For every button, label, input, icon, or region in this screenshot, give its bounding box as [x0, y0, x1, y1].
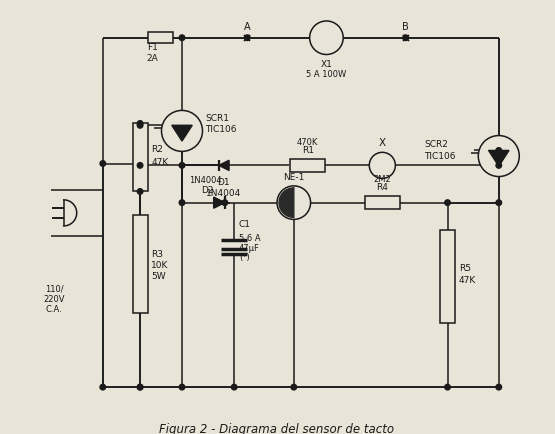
Text: 47K: 47K [152, 158, 169, 167]
Circle shape [277, 186, 311, 220]
Text: SCR2: SCR2 [424, 140, 448, 149]
Text: TIC106: TIC106 [205, 125, 237, 135]
Circle shape [179, 163, 185, 168]
Circle shape [137, 122, 143, 128]
Circle shape [445, 385, 450, 390]
Text: 47μF: 47μF [239, 244, 260, 253]
Text: R3: R3 [152, 250, 163, 259]
Bar [148, 32, 173, 43]
Text: R4: R4 [376, 184, 388, 192]
Text: R1: R1 [302, 146, 314, 155]
Circle shape [231, 385, 237, 390]
Circle shape [496, 163, 502, 168]
Polygon shape [488, 151, 509, 166]
Circle shape [179, 200, 185, 205]
Circle shape [100, 385, 105, 390]
Text: 470K: 470K [297, 138, 319, 147]
Circle shape [496, 200, 502, 205]
Text: D1: D1 [218, 178, 230, 187]
Circle shape [137, 385, 143, 390]
Bar [290, 159, 325, 172]
Text: F1: F1 [147, 43, 158, 53]
Text: 47K: 47K [459, 276, 476, 286]
Text: A: A [244, 22, 250, 32]
Text: C1: C1 [239, 220, 251, 229]
Circle shape [291, 385, 296, 390]
Text: X1: X1 [320, 60, 332, 69]
Text: 10K: 10K [152, 261, 169, 270]
Circle shape [162, 110, 203, 151]
Circle shape [403, 35, 408, 40]
Text: 110/
220V
C.A.: 110/ 220V C.A. [44, 285, 65, 314]
Circle shape [369, 152, 395, 178]
Bar [365, 196, 400, 209]
Circle shape [137, 385, 143, 390]
Text: D2: D2 [201, 186, 214, 195]
Circle shape [478, 135, 519, 177]
Circle shape [137, 189, 143, 194]
Text: B: B [402, 22, 409, 32]
Circle shape [445, 200, 450, 205]
Text: 2M2: 2M2 [374, 175, 391, 184]
Text: SCR1: SCR1 [205, 114, 229, 123]
Text: 1N4004: 1N4004 [189, 176, 221, 185]
Text: X: X [379, 138, 386, 148]
Circle shape [496, 385, 502, 390]
Circle shape [496, 148, 502, 153]
Bar [440, 230, 455, 323]
Text: 5,6 A: 5,6 A [239, 234, 260, 243]
Circle shape [100, 161, 105, 166]
Text: TIC106: TIC106 [424, 151, 456, 161]
Text: 5W: 5W [152, 272, 166, 281]
Text: NE-1: NE-1 [283, 173, 305, 182]
Text: (*): (*) [239, 253, 250, 262]
Bar [133, 123, 148, 191]
Polygon shape [171, 125, 192, 141]
Circle shape [179, 385, 185, 390]
Bar [133, 215, 148, 312]
Text: 5 A 100W: 5 A 100W [306, 70, 346, 79]
Text: 2A: 2A [147, 53, 158, 62]
Text: Figura 2 - Diagrama del sensor de tacto: Figura 2 - Diagrama del sensor de tacto [159, 423, 395, 434]
Polygon shape [279, 187, 294, 218]
Circle shape [310, 21, 343, 55]
Circle shape [222, 200, 228, 205]
Polygon shape [214, 197, 225, 208]
Polygon shape [219, 160, 229, 171]
Text: R5: R5 [459, 264, 471, 273]
Text: 1N4004: 1N4004 [206, 189, 241, 197]
Circle shape [137, 163, 143, 168]
Circle shape [244, 35, 250, 40]
Text: R2: R2 [152, 145, 163, 155]
Circle shape [179, 35, 185, 40]
Circle shape [137, 121, 143, 126]
